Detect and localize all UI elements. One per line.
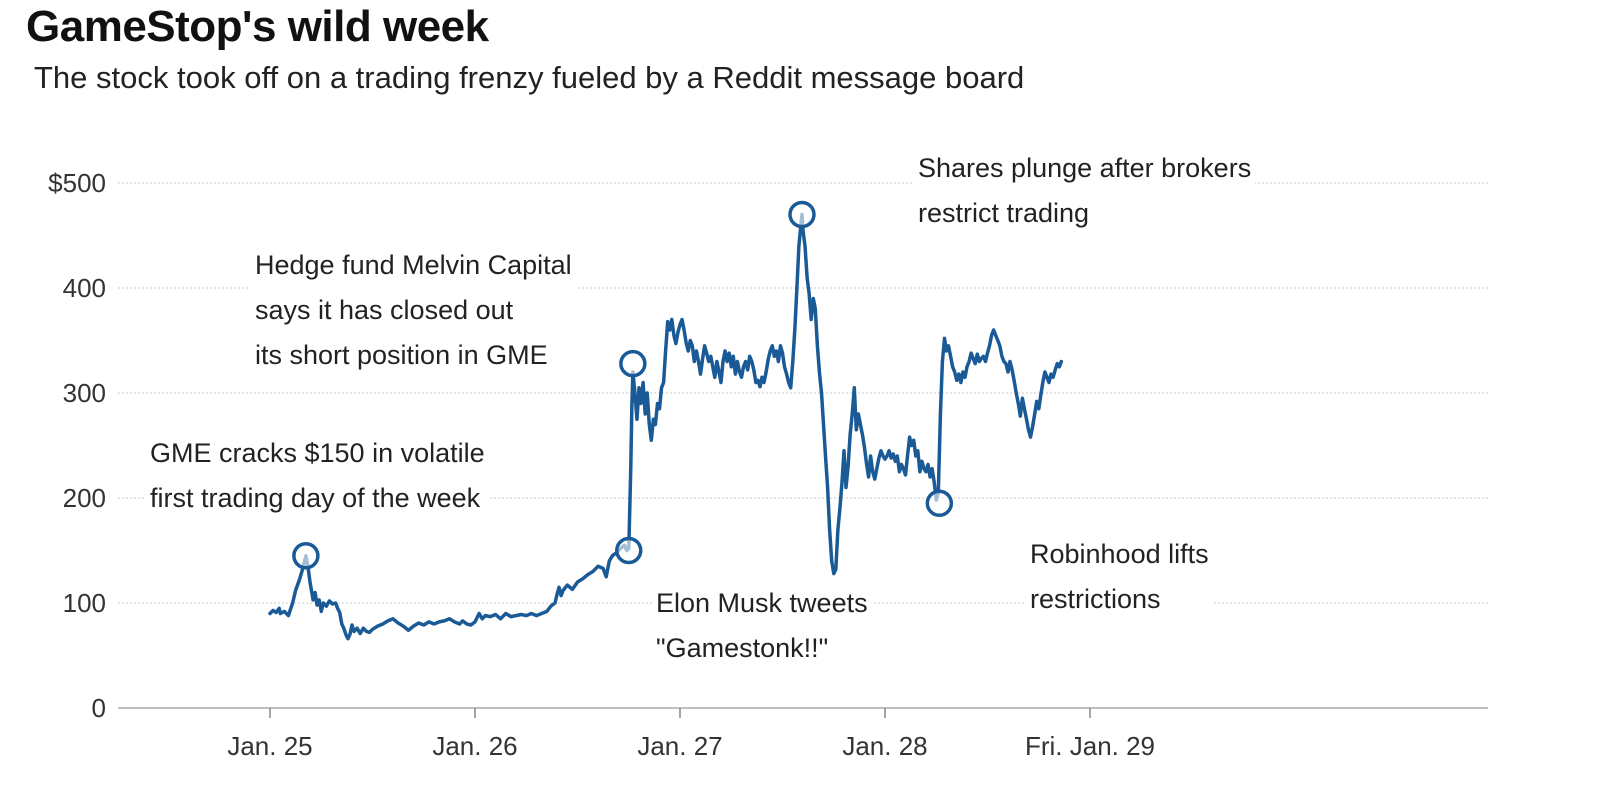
chart-subtitle: The stock took off on a trading frenzy f… (34, 60, 1025, 95)
annotation-marker (788, 200, 816, 229)
y-tick-label: 300 (63, 378, 106, 408)
annotation-line: its short position in GME (255, 340, 548, 370)
annotation-line: restrict trading (918, 198, 1089, 228)
annotation: Elon Musk tweets "Gamestonk!!" (652, 586, 872, 665)
annotation-text: Elon Musk tweets "Gamestonk!!" (656, 588, 868, 663)
annotation-background (914, 151, 1256, 230)
annotation-line: "Gamestonk!!" (656, 633, 828, 663)
annotation-marker (619, 349, 647, 378)
annotation-background (146, 436, 489, 515)
y-tick-label: 0 (92, 693, 106, 723)
y-tick-label: 400 (63, 273, 106, 303)
x-tick-label: Jan. 28 (842, 731, 927, 761)
annotation: Robinhood lifts restrictions (1026, 537, 1213, 616)
annotation: Shares plunge after brokers restrict trad… (914, 151, 1256, 230)
y-tick-label: $500 (48, 168, 106, 198)
annotation: GME cracks $150 in volatile first trading… (146, 436, 489, 515)
annotation: Hedge fund Melvin Capital says it has clo… (251, 248, 576, 372)
annotation-line: restrictions (1030, 584, 1161, 614)
annotation-marker (925, 489, 954, 517)
annotation-line: Elon Musk tweets (656, 588, 868, 618)
annotation-background (1026, 537, 1213, 616)
chart-title: GameStop's wild week (26, 2, 489, 51)
annotation-background (652, 586, 872, 665)
annotation-text: Hedge fund Melvin Capital says it has clo… (255, 250, 572, 370)
series-line-gme (268, 212, 1064, 641)
annotation-line: Robinhood lifts (1030, 539, 1209, 569)
annotation-text: Robinhood lifts restrictions (1030, 539, 1209, 614)
annotation-marker (615, 536, 643, 565)
annotation-text: Shares plunge after brokers restrict trad… (918, 153, 1251, 228)
annotation-line: GME cracks $150 in volatile (150, 438, 485, 468)
annotation-text: GME cracks $150 in volatile first trading… (150, 438, 485, 513)
annotation-marker (292, 542, 320, 570)
x-tick-label: Fri. Jan. 29 (1025, 731, 1155, 761)
x-tick-label: Jan. 27 (637, 731, 722, 761)
x-tick-label: Jan. 26 (432, 731, 517, 761)
annotation-line: Shares plunge after brokers (918, 153, 1251, 183)
annotation-line: Hedge fund Melvin Capital (255, 250, 572, 280)
y-tick-label: 200 (63, 483, 106, 513)
x-tick-label: Jan. 25 (227, 731, 312, 761)
annotation-line: says it has closed out (255, 295, 514, 325)
y-tick-label: 100 (63, 588, 106, 618)
annotation-background (251, 248, 576, 372)
annotation-line: first trading day of the week (150, 483, 481, 513)
